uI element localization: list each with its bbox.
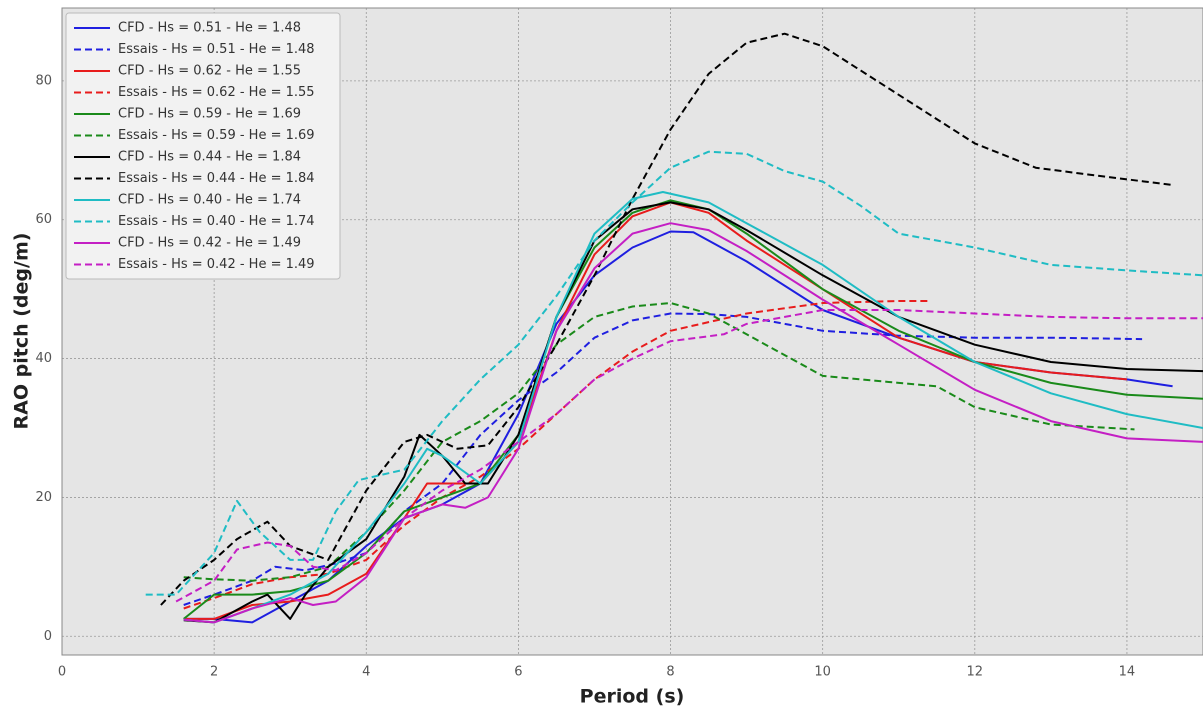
series-line xyxy=(183,191,1203,624)
legend-label: Essais - Hs = 0.62 - He = 1.55 xyxy=(118,85,315,100)
legend-box xyxy=(65,12,341,280)
y-tick-label: 20 xyxy=(35,490,52,505)
legend-label: Essais - Hs = 0.51 - He = 1.48 xyxy=(118,42,315,57)
x-tick-label: 14 xyxy=(1119,665,1136,680)
plot-frame xyxy=(61,7,1203,656)
x-tick-label: 2 xyxy=(210,665,218,680)
legend-label: CFD - Hs = 0.62 - He = 1.55 xyxy=(118,64,301,79)
series-line xyxy=(175,309,1203,603)
legend-label: CFD - Hs = 0.40 - He = 1.74 xyxy=(118,193,301,208)
y-tick-label: 0 xyxy=(44,629,52,644)
legend-label: Essais - Hs = 0.44 - He = 1.84 xyxy=(118,171,315,186)
y-tick-label: 80 xyxy=(35,73,52,88)
series-line xyxy=(145,150,1203,596)
legend-label: Essais - Hs = 0.59 - He = 1.69 xyxy=(118,128,315,143)
legend-label: CFD - Hs = 0.51 - He = 1.48 xyxy=(118,21,301,36)
x-tick-label: 10 xyxy=(814,665,831,680)
series-line xyxy=(183,199,1203,620)
legend-label: CFD - Hs = 0.44 - He = 1.84 xyxy=(118,150,301,165)
series-line xyxy=(183,201,1127,620)
x-tick-label: 8 xyxy=(666,665,674,680)
legend-label: Essais - Hs = 0.42 - He = 1.49 xyxy=(118,257,315,272)
legend-label: Essais - Hs = 0.40 - He = 1.74 xyxy=(118,214,315,229)
x-tick-label: 4 xyxy=(362,665,370,680)
x-tick-label: 0 xyxy=(58,665,66,680)
y-tick-label: 40 xyxy=(35,351,52,366)
y-tick-label: 60 xyxy=(35,212,52,227)
series-line xyxy=(183,302,1135,582)
y-axis-label: RAO pitch (deg/m) xyxy=(11,233,33,430)
legend-label: CFD - Hs = 0.42 - He = 1.49 xyxy=(118,236,301,251)
x-tick-label: 6 xyxy=(514,665,522,680)
x-axis-label: Period (s) xyxy=(580,686,685,708)
series-line xyxy=(183,222,1203,624)
x-tick-label: 12 xyxy=(967,665,984,680)
legend-label: CFD - Hs = 0.59 - He = 1.69 xyxy=(118,107,301,122)
